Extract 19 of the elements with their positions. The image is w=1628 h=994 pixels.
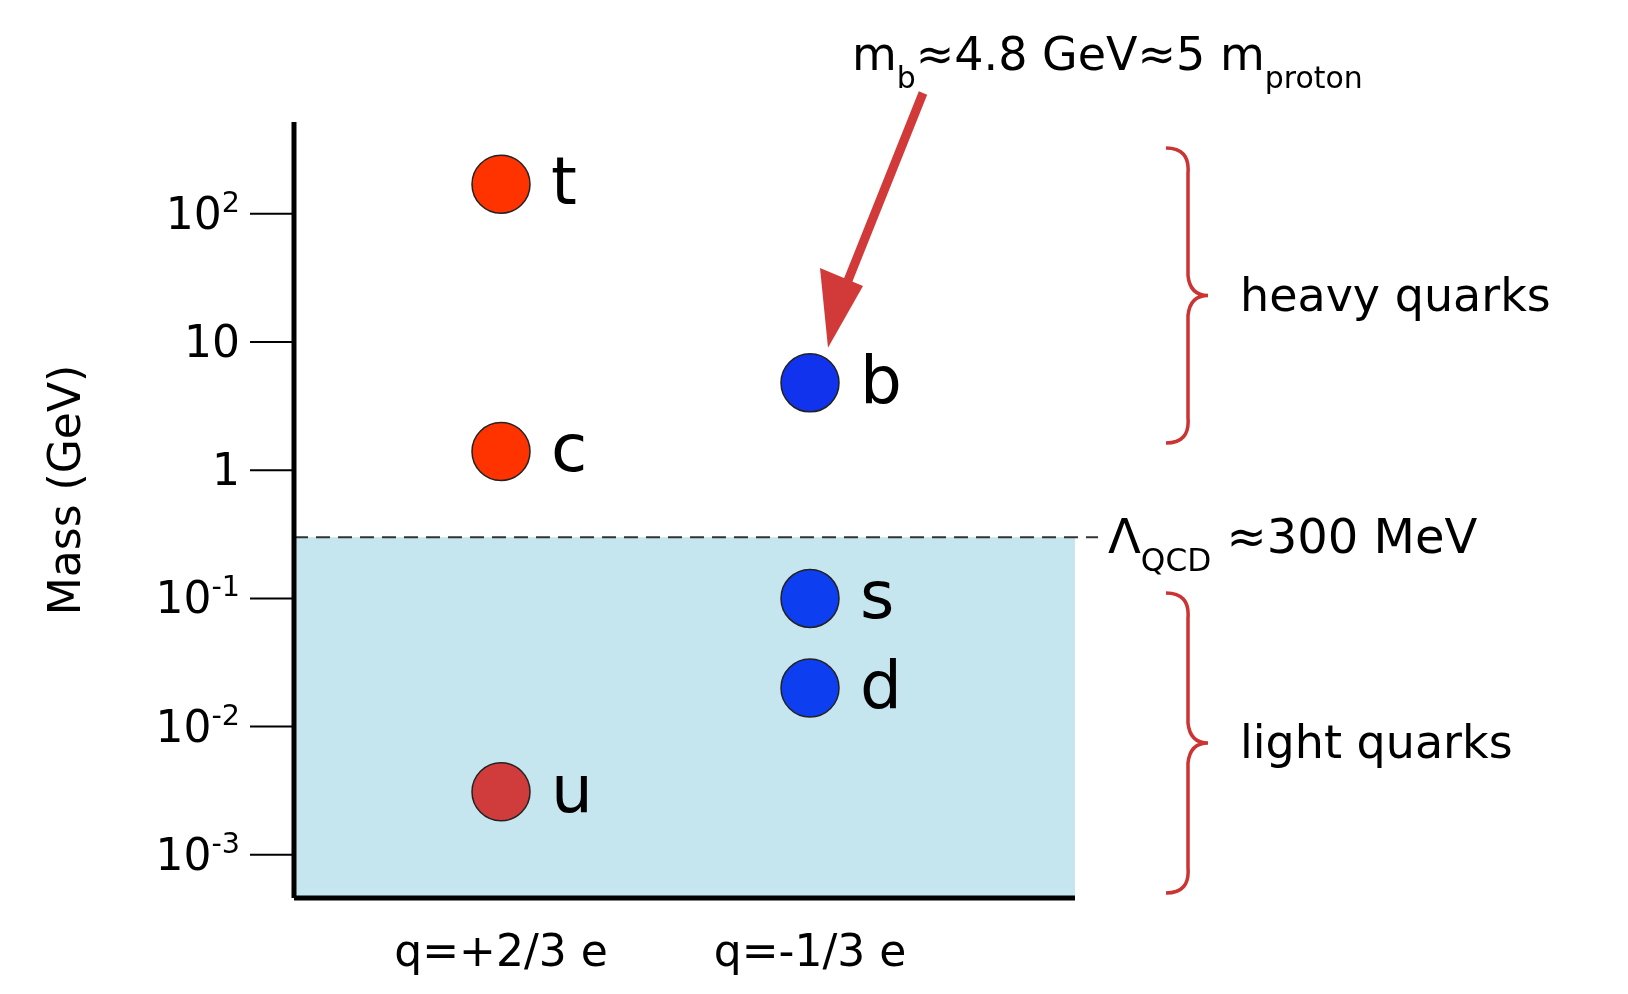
y-axis-title: Mass (GeV) (39, 364, 90, 616)
y-tick-label: 10$^{-1}$ (155, 569, 240, 624)
x-tick-label: q=+2/3 e (394, 925, 608, 976)
text: heavy quarks (1240, 267, 1551, 322)
text: m$_{b}$≈4.8 GeV≈5 m$_{proton}$ (852, 27, 1363, 95)
annotation: s (860, 557, 895, 635)
text: light quarks (1240, 715, 1513, 769)
y-tick-label: 10$^{-2}$ (155, 697, 240, 752)
annotation: d (860, 646, 902, 724)
annotation: b (860, 341, 902, 419)
annotation: u (551, 750, 593, 828)
x-tick-label: q=-1/3 e (713, 925, 907, 976)
y-tick-label: 10$^{2}$ (165, 184, 240, 239)
ref-line-label: Λ$_{QCD}$ ≈300 MeV (1108, 508, 1478, 579)
y-tick-label: 10$^{-3}$ (155, 825, 240, 880)
annotation: c (551, 410, 588, 488)
y-tick-label: 10 (184, 315, 240, 367)
y-tick-label: 1 (212, 444, 240, 496)
annotation: t (551, 143, 577, 221)
